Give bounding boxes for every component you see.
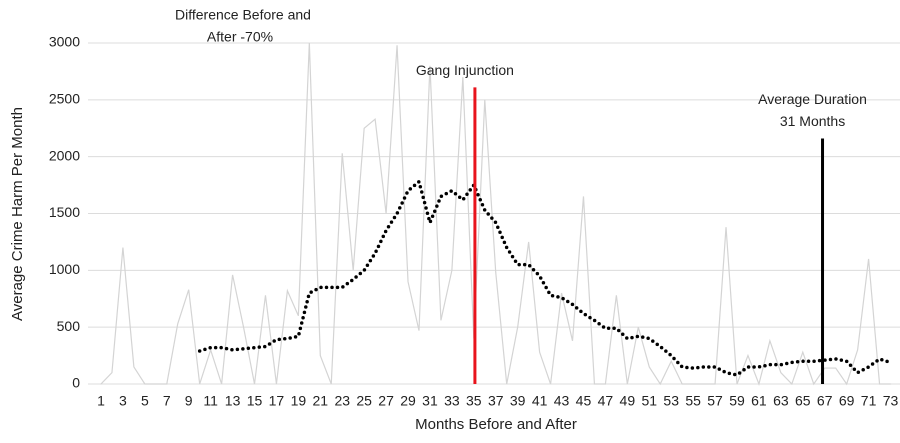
x-tick-label: 1 [97, 393, 105, 409]
marker-label: 31 Months [780, 113, 845, 129]
y-tick-label: 2500 [49, 91, 80, 107]
x-tick-label: 67 [817, 393, 833, 409]
x-tick-label: 65 [795, 393, 811, 409]
x-tick-label: 51 [641, 393, 657, 409]
x-tick-label: 29 [400, 393, 416, 409]
x-tick-label: 55 [685, 393, 701, 409]
x-tick-label: 3 [119, 393, 127, 409]
x-tick-label: 73 [883, 393, 899, 409]
x-tick-label: 61 [751, 393, 767, 409]
x-tick-label: 33 [444, 393, 460, 409]
y-tick-label: 500 [57, 318, 81, 334]
y-tick-label: 2000 [49, 147, 80, 163]
x-tick-label: 49 [620, 393, 636, 409]
x-tick-label: 31 [422, 393, 438, 409]
x-tick-label: 17 [269, 393, 285, 409]
x-tick-label: 5 [141, 393, 149, 409]
marker-label: Average Duration [758, 91, 867, 107]
x-tick-label: 43 [554, 393, 570, 409]
y-tick-label: 0 [72, 375, 80, 391]
x-tick-label: 35 [466, 393, 482, 409]
x-tick-label: 9 [185, 393, 193, 409]
y-tick-label: 1500 [49, 204, 80, 220]
x-tick-label: 13 [225, 393, 241, 409]
x-tick-label: 47 [598, 393, 614, 409]
x-tick-label: 45 [576, 393, 592, 409]
x-tick-label: 7 [163, 393, 171, 409]
x-tick-label: 37 [488, 393, 504, 409]
x-tick-label: 69 [839, 393, 855, 409]
x-tick-label: 25 [356, 393, 372, 409]
y-tick-label: 3000 [49, 34, 80, 50]
annotation: Difference Before and [175, 7, 311, 23]
y-axis-label: Average Crime Harm Per Month [9, 107, 26, 321]
x-tick-label: 15 [247, 393, 263, 409]
x-tick-label: 21 [313, 393, 329, 409]
raw-line [100, 42, 892, 386]
x-tick-label: 23 [334, 393, 350, 409]
x-tick-label: 19 [291, 393, 307, 409]
marker-label: Gang Injunction [416, 62, 514, 78]
x-tick-label: 63 [773, 393, 789, 409]
x-tick-label: 53 [663, 393, 679, 409]
average-line [197, 178, 893, 377]
x-tick-label: 59 [729, 393, 745, 409]
x-tick-label: 57 [707, 393, 723, 409]
x-tick-label: 11 [203, 393, 218, 409]
y-tick-label: 1000 [49, 261, 80, 277]
x-tick-label: 39 [510, 393, 526, 409]
x-tick-label: 71 [861, 393, 877, 409]
x-axis-label: Months Before and After [415, 416, 577, 433]
x-tick-label: 41 [532, 393, 548, 409]
annotation: After -70% [207, 29, 273, 45]
x-tick-label: 27 [378, 393, 394, 409]
